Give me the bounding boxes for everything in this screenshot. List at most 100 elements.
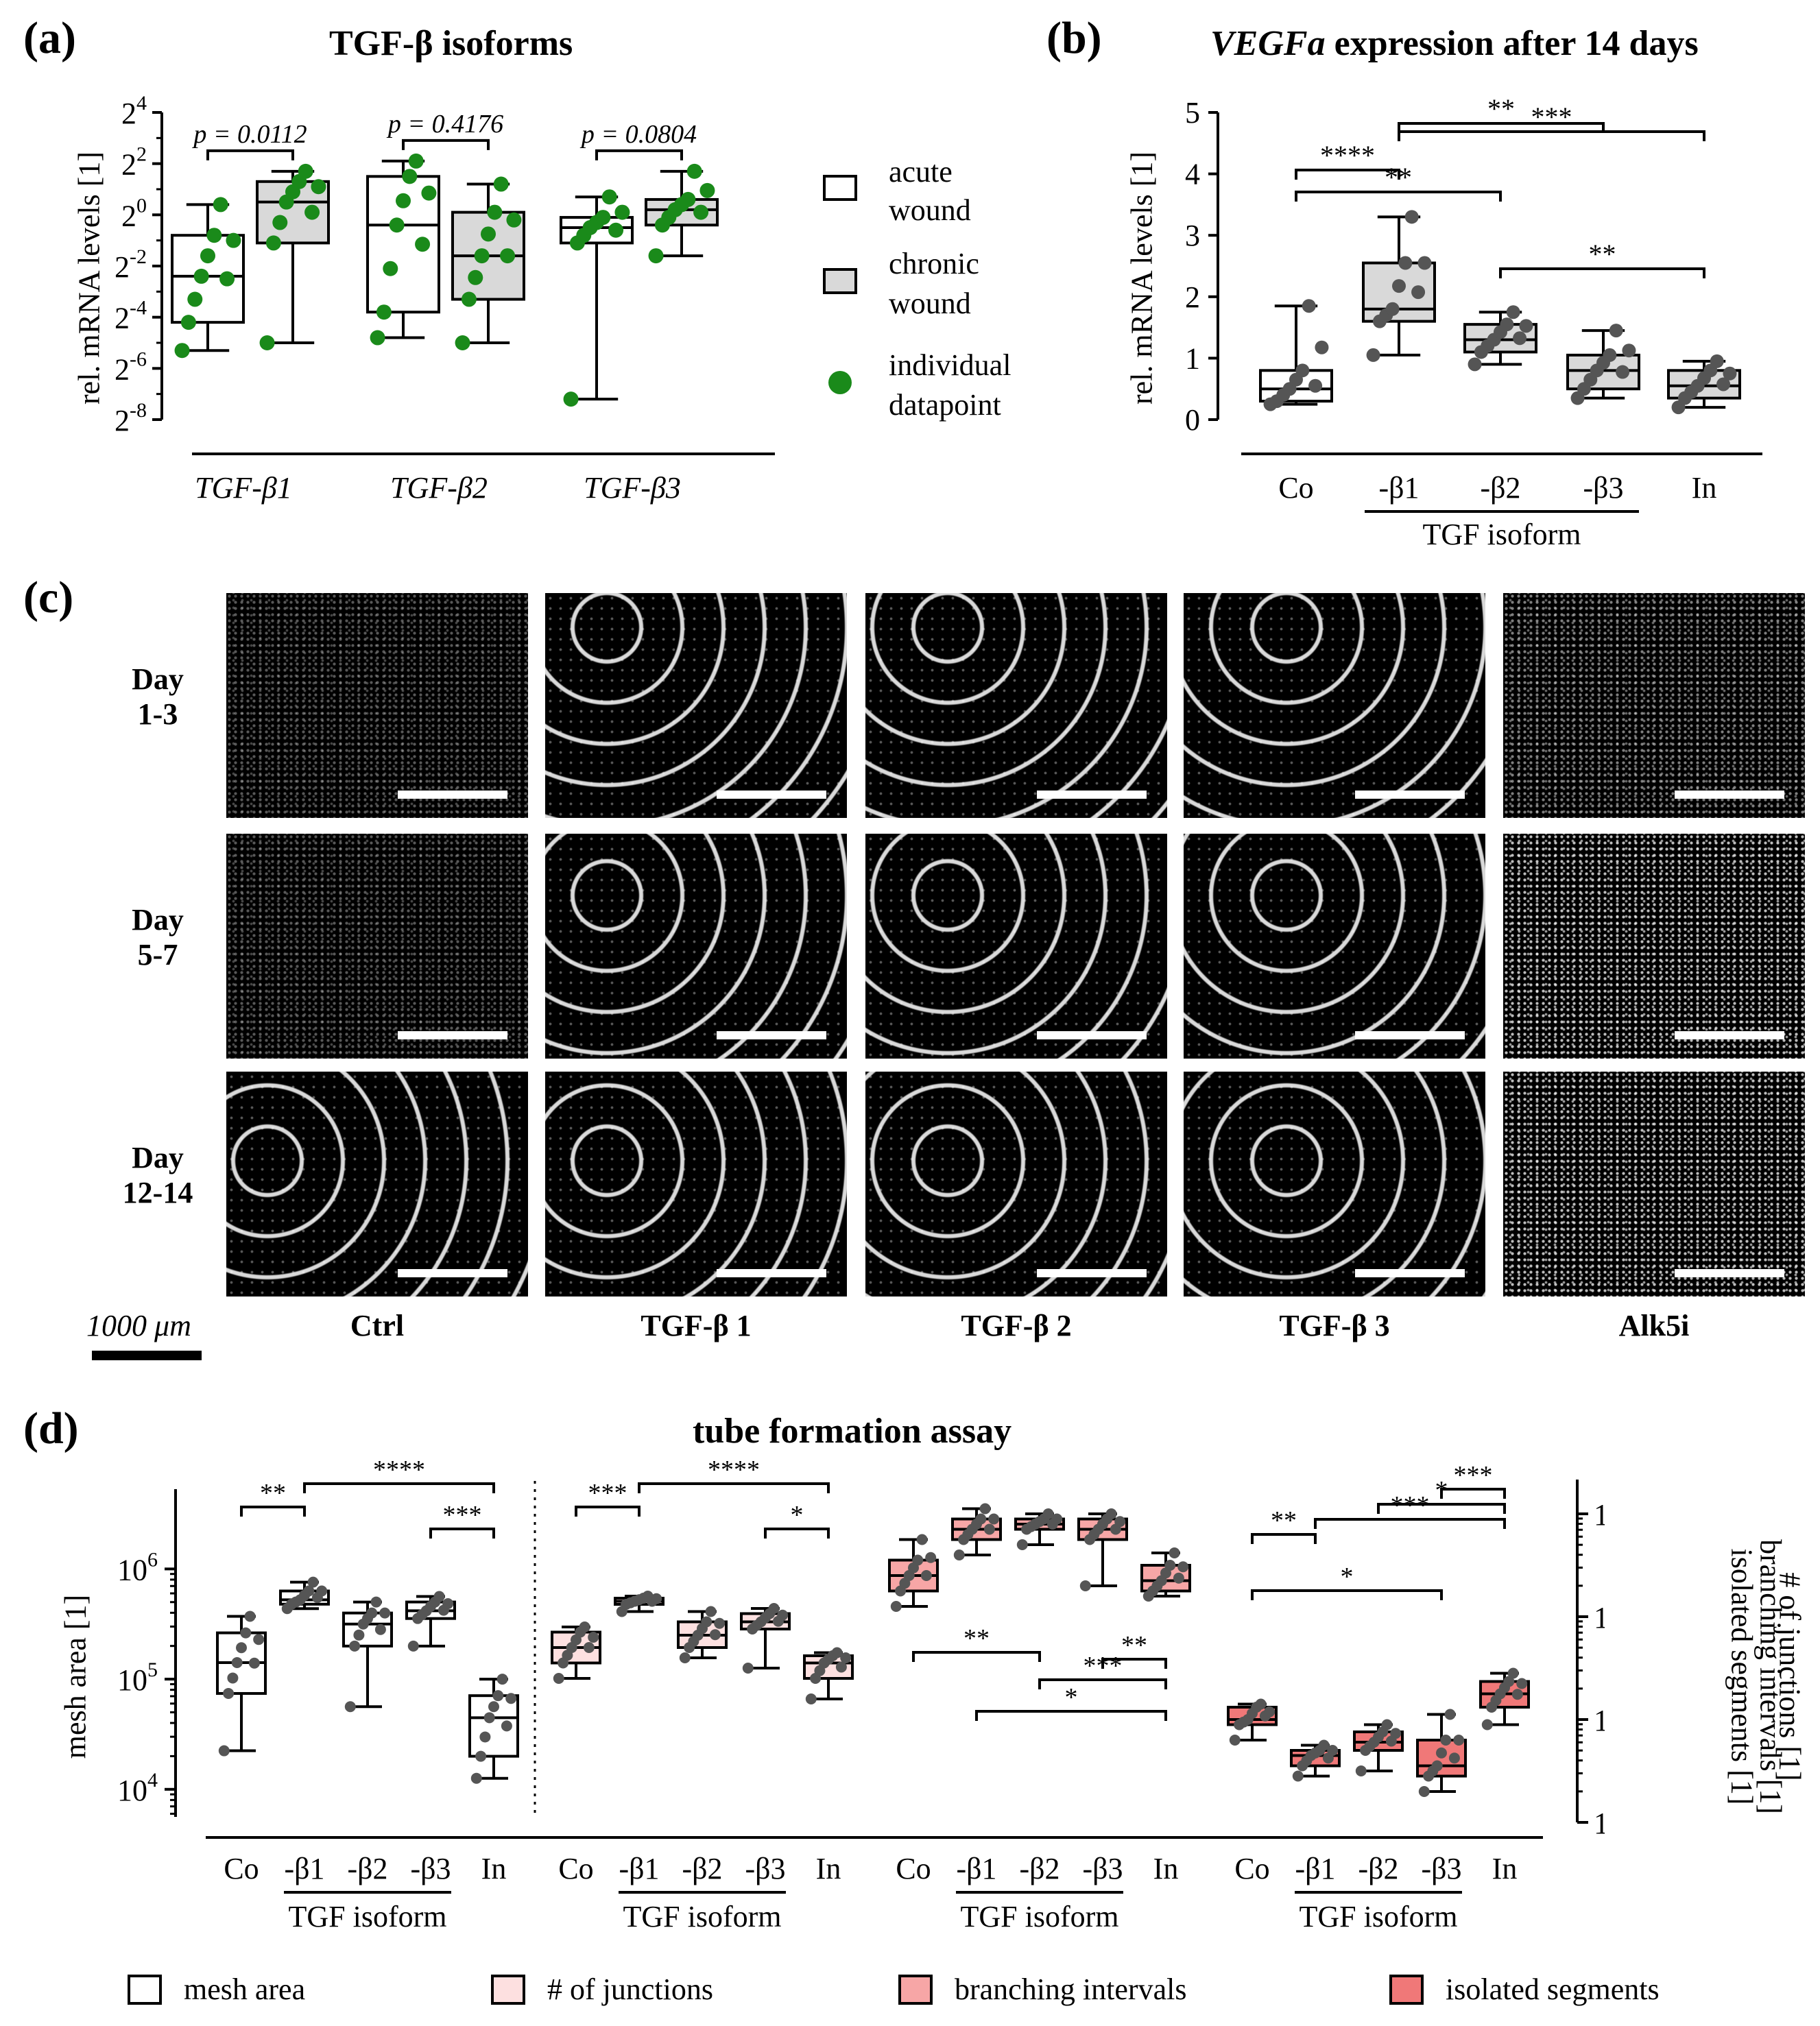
b-box-point bbox=[1519, 319, 1533, 333]
a-box-1-point bbox=[474, 248, 490, 264]
a-box-0-point bbox=[187, 291, 203, 307]
a-box-1-point bbox=[487, 204, 503, 220]
micrograph-scale-bar bbox=[398, 1031, 507, 1039]
a-box-1-point bbox=[500, 248, 516, 264]
d-box-3-point bbox=[1436, 1747, 1447, 1759]
micrograph-row-label: Day 5-7 bbox=[103, 902, 213, 972]
d-x-tick-label: -β2 bbox=[1019, 1852, 1059, 1885]
b-y-tick-label: 5 bbox=[1185, 96, 1200, 130]
d-box-3-point bbox=[1431, 1760, 1443, 1772]
d-box-1-point bbox=[840, 1652, 852, 1663]
a-box-0-point bbox=[219, 271, 235, 287]
b-group-label: TGF isoform bbox=[1423, 518, 1581, 551]
d-box-0-point bbox=[505, 1693, 517, 1704]
d-box-0-point bbox=[488, 1701, 499, 1713]
d-box-0-point bbox=[307, 1576, 319, 1588]
d-box-3-point bbox=[1503, 1676, 1515, 1687]
d-box-2-point bbox=[912, 1554, 924, 1566]
d-box-0-point bbox=[442, 1597, 454, 1609]
b-y-tick-label: 3 bbox=[1185, 219, 1200, 252]
d-box-0-point bbox=[316, 1585, 328, 1597]
d-box-1-point bbox=[742, 1663, 754, 1674]
d-box-0-point bbox=[433, 1591, 445, 1602]
panel-b-title: VEGFa expression after 14 days bbox=[1210, 23, 1699, 64]
micrograph bbox=[226, 1072, 528, 1297]
legend-acute-swatch bbox=[823, 175, 857, 201]
d-box-0-point bbox=[475, 1750, 487, 1762]
d-x-tick-label: Co bbox=[558, 1852, 593, 1885]
a-box-0-point bbox=[402, 169, 418, 184]
micrograph bbox=[865, 1072, 1167, 1297]
d-box-2-point bbox=[1051, 1513, 1063, 1525]
a-y-tick-label: 2-2 bbox=[115, 245, 147, 284]
a-box-0-point bbox=[174, 343, 190, 359]
d-sig-3-bracket bbox=[1251, 1589, 1443, 1600]
a-pvalue-label: p = 0.0804 bbox=[579, 120, 697, 149]
d-box-0-point bbox=[407, 1640, 419, 1652]
a-box-0-point bbox=[389, 217, 405, 233]
legend-datapoint-label2: datapoint bbox=[889, 388, 1001, 422]
b-sig-label: **** bbox=[1320, 140, 1375, 171]
micrograph-row-label: Day 12-14 bbox=[103, 1140, 213, 1210]
d-box-3-point bbox=[1507, 1667, 1519, 1679]
a-box-0-point bbox=[601, 189, 617, 205]
b-box-point bbox=[1385, 302, 1400, 316]
a-box-0-point bbox=[226, 232, 241, 248]
b-x-tick-label: -β1 bbox=[1378, 471, 1419, 505]
b-box-point bbox=[1609, 324, 1623, 338]
d-sig-2-label: ** bbox=[963, 1624, 990, 1653]
b-box-point bbox=[1622, 343, 1636, 358]
d-group-label: TGF isoform bbox=[623, 1900, 782, 1933]
d-box-0-point bbox=[218, 1745, 230, 1757]
d-x-tick-label: -β3 bbox=[1421, 1852, 1461, 1885]
d-box-0-point bbox=[496, 1674, 508, 1685]
d-box-0-point bbox=[349, 1640, 361, 1652]
micrograph bbox=[1184, 834, 1485, 1059]
micrograph bbox=[545, 1072, 847, 1297]
d-x-tick-label: -β2 bbox=[682, 1852, 722, 1885]
d-box-2-point bbox=[925, 1552, 937, 1563]
legend-chronic-swatch bbox=[823, 268, 857, 294]
d-y-tick-label-left: 106 bbox=[117, 1548, 158, 1587]
d-box-2-point bbox=[920, 1570, 932, 1581]
d-box-1-point bbox=[768, 1603, 780, 1614]
d-box-2-point bbox=[1177, 1561, 1189, 1573]
d-box-0-point bbox=[470, 1772, 482, 1784]
d-box-2-point bbox=[1079, 1580, 1091, 1591]
d-box-3-point bbox=[1318, 1739, 1330, 1751]
a-pvalue-label: p = 0.4176 bbox=[386, 110, 503, 138]
b-box-point bbox=[1616, 365, 1630, 379]
d-box-2-point bbox=[983, 1523, 995, 1535]
d-box-3-point bbox=[1390, 1728, 1402, 1739]
d-box-3-point bbox=[1355, 1765, 1367, 1776]
d-box-0-point bbox=[344, 1701, 356, 1713]
b-sig-bracket bbox=[1398, 130, 1705, 141]
legend-mesh-area-label: mesh area bbox=[184, 1973, 306, 2006]
a-x-tick-label: TGF-β3 bbox=[584, 471, 681, 505]
micrograph bbox=[1184, 1072, 1485, 1297]
a-box-0-point bbox=[408, 153, 424, 169]
d-box-0-point bbox=[483, 1712, 495, 1724]
micrograph bbox=[1503, 593, 1805, 818]
d-group-label: TGF isoform bbox=[961, 1900, 1119, 1933]
b-box-point bbox=[1366, 348, 1380, 362]
legend-isolated-label: isolated segments bbox=[1446, 1973, 1660, 2006]
b-box-point bbox=[1417, 256, 1432, 270]
d-box-1-point bbox=[588, 1632, 599, 1643]
a-box-1-point bbox=[259, 335, 275, 350]
a-pvalue-bracket bbox=[402, 138, 490, 150]
micrograph-column-label: TGF-β 2 bbox=[961, 1309, 1072, 1342]
legend-datapoint-label1: individual bbox=[889, 348, 1011, 382]
d-sig-1-bracket bbox=[575, 1506, 640, 1517]
b-y-tick-label: 0 bbox=[1185, 403, 1200, 437]
d-sig-2-bracket bbox=[1038, 1678, 1167, 1689]
d-sig-2-label: ** bbox=[1121, 1631, 1147, 1660]
panel-d-ylabel-left: mesh area [1] bbox=[58, 1594, 93, 1759]
a-box-0-point bbox=[595, 210, 611, 226]
a-box-0-point bbox=[421, 185, 437, 201]
b-y-tick-label: 2 bbox=[1185, 280, 1200, 314]
a-box-1-point bbox=[298, 163, 313, 179]
micrograph-scale-bar bbox=[717, 1031, 826, 1039]
b-y-tick-label: 4 bbox=[1185, 158, 1200, 191]
b-box-point bbox=[1716, 377, 1731, 391]
